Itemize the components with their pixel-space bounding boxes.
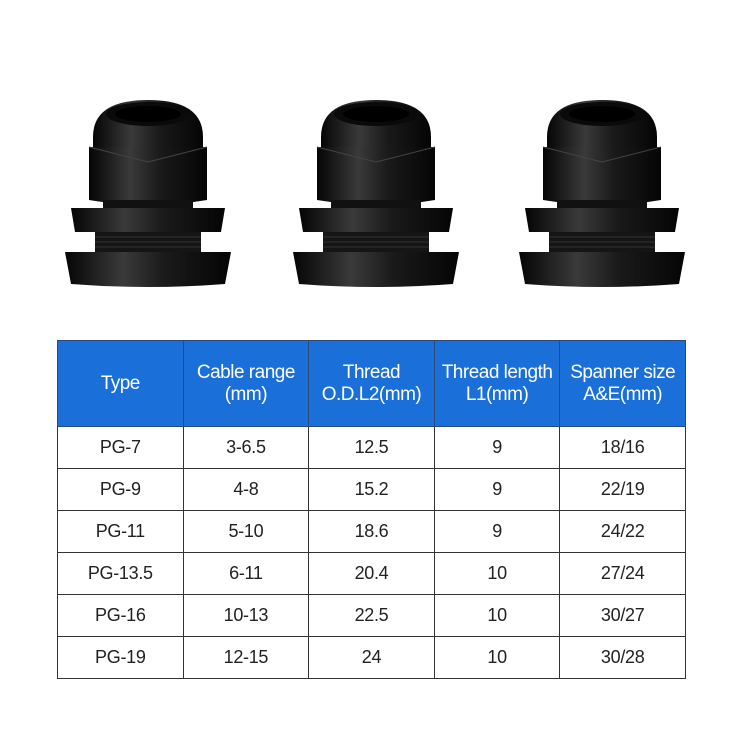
cell-type: PG-9 xyxy=(57,468,184,511)
cell-thread-length: 9 xyxy=(433,426,561,469)
spec-table: Type Cable range (mm) Thread O.D.L2(mm) Th… xyxy=(57,340,686,679)
cell-cable-range: 12-15 xyxy=(182,636,310,679)
header-thread: Thread O.D.L2(mm) xyxy=(308,340,435,427)
cell-spanner-size: 22/19 xyxy=(559,468,686,511)
cable-gland-image xyxy=(517,92,687,292)
table-row: PG-19 12-15 24 10 30/28 xyxy=(57,636,686,679)
cell-cable-range: 3-6.5 xyxy=(182,426,310,469)
cell-type: PG-16 xyxy=(57,594,184,637)
cable-gland-image xyxy=(291,92,461,292)
cell-cable-range: 10-13 xyxy=(182,594,310,637)
cable-gland-image xyxy=(63,92,233,292)
cell-type: PG-13.5 xyxy=(57,552,184,595)
header-spanner-size: Spanner size A&E(mm) xyxy=(559,340,686,427)
table-row: PG-7 3-6.5 12.5 9 18/16 xyxy=(57,426,686,469)
table-row: PG-13.5 6-11 20.4 10 27/24 xyxy=(57,552,686,595)
cell-thread: 15.2 xyxy=(308,468,435,511)
table-row: PG-16 10-13 22.5 10 30/27 xyxy=(57,594,686,637)
cell-spanner-size: 30/28 xyxy=(559,636,686,679)
cell-thread: 22.5 xyxy=(308,594,435,637)
cell-thread-length: 9 xyxy=(433,468,561,511)
cell-thread: 18.6 xyxy=(308,510,435,553)
header-row: Type Cable range (mm) Thread O.D.L2(mm) Th… xyxy=(57,340,686,427)
cell-thread: 12.5 xyxy=(308,426,435,469)
header-cable-range: Cable range (mm) xyxy=(182,340,310,427)
cell-cable-range: 6-11 xyxy=(182,552,310,595)
cell-spanner-size: 30/27 xyxy=(559,594,686,637)
table-row: PG-9 4-8 15.2 9 22/19 xyxy=(57,468,686,511)
cell-thread-length: 10 xyxy=(433,552,561,595)
cell-spanner-size: 18/16 xyxy=(559,426,686,469)
cell-spanner-size: 27/24 xyxy=(559,552,686,595)
cell-thread-length: 10 xyxy=(433,594,561,637)
cell-type: PG-19 xyxy=(57,636,184,679)
cell-type: PG-11 xyxy=(57,510,184,553)
cell-thread: 24 xyxy=(308,636,435,679)
cell-type: PG-7 xyxy=(57,426,184,469)
cell-cable-range: 5-10 xyxy=(182,510,310,553)
cell-spanner-size: 24/22 xyxy=(559,510,686,553)
header-thread-length: Thread length L1(mm) xyxy=(433,340,561,427)
table-row: PG-11 5-10 18.6 9 24/22 xyxy=(57,510,686,553)
cell-thread-length: 10 xyxy=(433,636,561,679)
header-type: Type xyxy=(57,340,184,427)
cell-cable-range: 4-8 xyxy=(182,468,310,511)
cell-thread: 20.4 xyxy=(308,552,435,595)
cell-thread-length: 9 xyxy=(433,510,561,553)
